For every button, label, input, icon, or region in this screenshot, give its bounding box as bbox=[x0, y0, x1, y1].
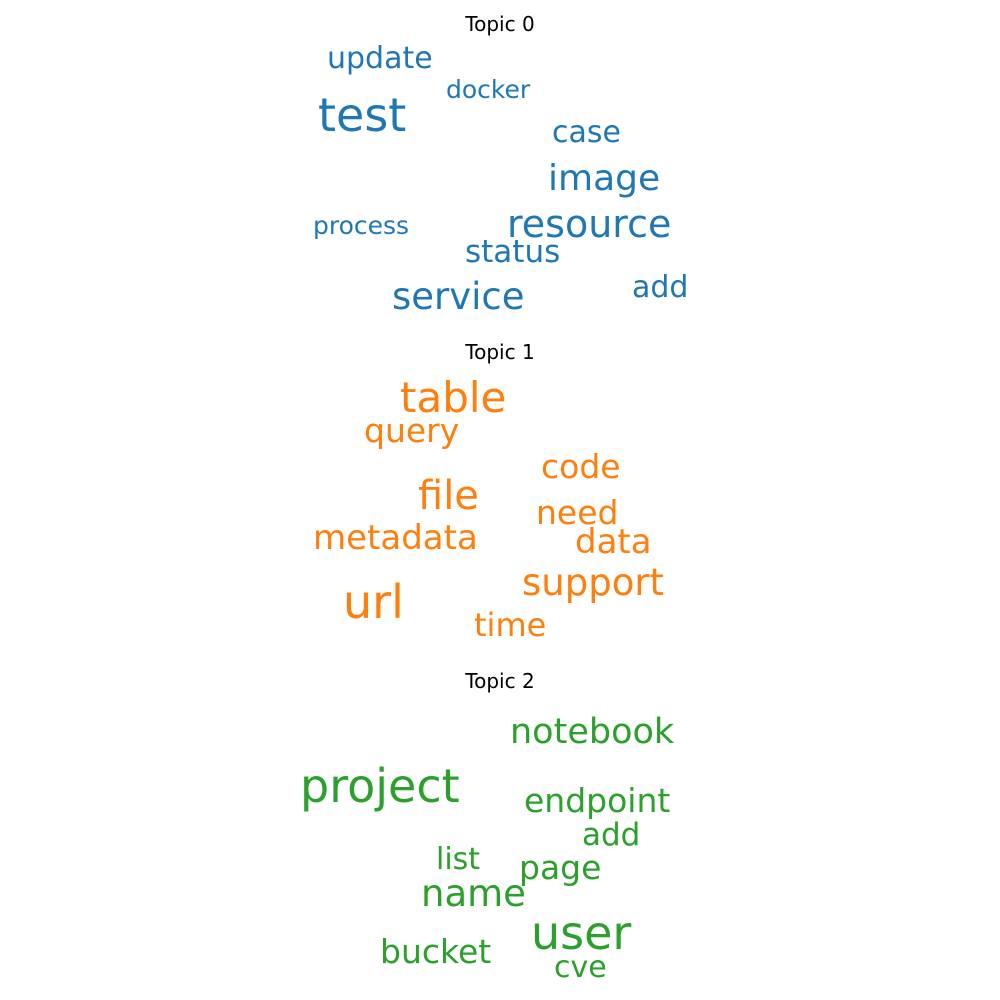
word-need: need bbox=[536, 493, 619, 532]
word-docker: docker bbox=[446, 75, 531, 104]
word-add: add bbox=[632, 270, 689, 305]
word-update: update bbox=[327, 41, 433, 76]
word-test: test bbox=[318, 88, 407, 142]
word-table: table bbox=[400, 373, 507, 422]
word-project: project bbox=[300, 759, 460, 813]
word-status: status bbox=[465, 234, 561, 270]
word-file: file bbox=[418, 473, 479, 519]
word-url: url bbox=[343, 575, 404, 629]
word-data: data bbox=[575, 522, 652, 562]
word-user: user bbox=[531, 906, 632, 960]
topic-2-title: Topic 2 bbox=[465, 669, 535, 693]
word-cve: cve bbox=[554, 950, 607, 985]
word-notebook: notebook bbox=[510, 712, 675, 752]
word-bucket: bucket bbox=[380, 932, 492, 971]
topic-1-panel: Topic 1 table query code file need metad… bbox=[313, 340, 665, 644]
word-metadata: metadata bbox=[313, 518, 478, 558]
word-service: service bbox=[392, 275, 525, 318]
word-time: time bbox=[474, 606, 547, 644]
topic-0-title: Topic 0 bbox=[465, 12, 535, 36]
word-image: image bbox=[548, 158, 661, 199]
word-page: page bbox=[519, 848, 602, 887]
word-add: add bbox=[582, 817, 641, 853]
word-list: list bbox=[436, 842, 481, 877]
topic-1-title: Topic 1 bbox=[465, 340, 535, 364]
topic-0-panel: Topic 0 test update docker case image re… bbox=[0, 0, 1000, 330]
word-process: process bbox=[313, 211, 410, 240]
word-support: support bbox=[522, 561, 665, 604]
word-endpoint: endpoint bbox=[524, 781, 671, 820]
word-resource: resource bbox=[507, 202, 672, 246]
word-query: query bbox=[364, 411, 460, 450]
word-code: code bbox=[541, 447, 621, 486]
word-name: name bbox=[421, 872, 526, 915]
word-case: case bbox=[552, 115, 621, 150]
